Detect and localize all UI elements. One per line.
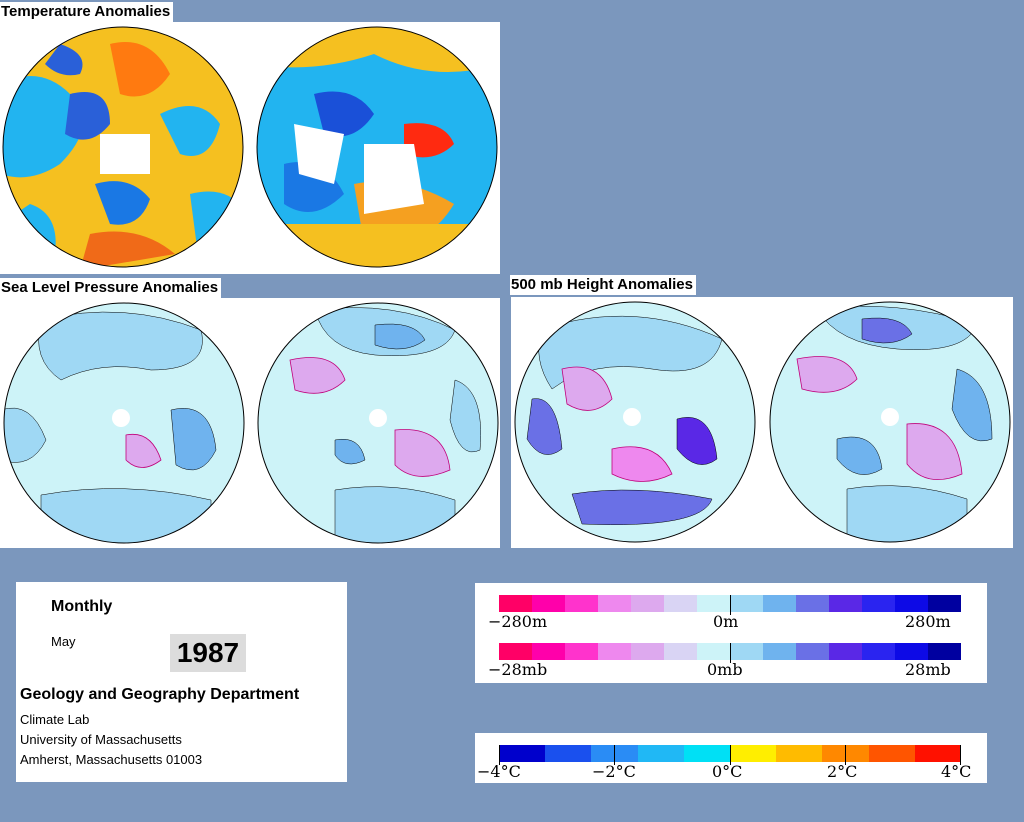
slp-nh-globe xyxy=(3,302,245,544)
colorbar-swatch xyxy=(565,643,598,660)
height-anomalies-title: 500 mb Height Anomalies xyxy=(510,275,696,295)
colorbar-swatch xyxy=(730,595,763,612)
pressure-min-label: −28mb xyxy=(488,660,548,679)
colorbar-swatch xyxy=(499,595,532,612)
temp-tick-5 xyxy=(960,745,961,765)
temp-label-3: 0°C xyxy=(712,762,743,781)
colorbar-swatch xyxy=(631,595,664,612)
height-zero-tick xyxy=(730,595,731,615)
month-label: May xyxy=(51,634,76,649)
temperature-legend: −4°C −2°C 0°C 2°C 4°C xyxy=(475,733,987,783)
pressure-max-label: 28mb xyxy=(905,660,951,679)
temp-tick-1 xyxy=(499,745,500,765)
colorbar-swatch xyxy=(829,595,862,612)
colorbar-swatch xyxy=(532,595,565,612)
colorbar-swatch xyxy=(796,643,829,660)
colorbar-swatch xyxy=(776,745,823,762)
colorbar-swatch xyxy=(664,643,697,660)
colorbar-swatch xyxy=(499,745,546,762)
colorbar-swatch xyxy=(565,595,598,612)
colorbar-swatch xyxy=(928,595,961,612)
temp-label-1: −4°C xyxy=(477,762,521,781)
height-max-label: 280m xyxy=(905,612,951,631)
colorbar-swatch xyxy=(763,595,796,612)
colorbar-swatch xyxy=(499,643,532,660)
temp-tick-2 xyxy=(614,745,615,765)
anomaly-legend: −280m 0m 280m −28mb 0mb 28mb xyxy=(475,583,987,683)
slp-panel xyxy=(0,298,500,548)
colorbar-swatch xyxy=(730,643,763,660)
pressure-zero-tick xyxy=(730,643,731,663)
height-min-label: −280m xyxy=(488,612,548,631)
colorbar-swatch xyxy=(598,643,631,660)
colorbar-swatch xyxy=(683,745,731,762)
lab-label: Climate Lab xyxy=(20,712,90,727)
colorbar-swatch xyxy=(763,643,796,660)
colorbar-swatch xyxy=(796,595,829,612)
colorbar-swatch xyxy=(928,643,961,660)
temperature-sh-globe xyxy=(256,26,498,268)
address-label: Amherst, Massachusetts 01003 xyxy=(20,752,203,767)
height-nh-globe xyxy=(514,301,756,543)
colorbar-swatch xyxy=(631,643,664,660)
colorbar-swatch xyxy=(829,643,862,660)
temp-tick-4 xyxy=(845,745,846,765)
colorbar-swatch xyxy=(895,595,928,612)
height-colorbar xyxy=(499,595,961,612)
colorbar-swatch xyxy=(730,745,777,762)
department-label: Geology and Geography Department xyxy=(20,686,300,703)
colorbar-swatch xyxy=(637,745,684,762)
colorbar-swatch xyxy=(914,745,962,762)
colorbar-swatch xyxy=(598,595,631,612)
temperature-nh-globe xyxy=(2,26,244,268)
temp-label-5: 4°C xyxy=(941,762,972,781)
info-box: Monthly May 1987 Geology and Geography D… xyxy=(16,582,347,782)
colorbar-swatch xyxy=(697,643,730,660)
slp-anomalies-title: Sea Level Pressure Anomalies xyxy=(0,278,222,298)
colorbar-swatch xyxy=(895,643,928,660)
height-sh-globe xyxy=(769,301,1011,543)
colorbar-swatch xyxy=(862,595,895,612)
temp-tick-3 xyxy=(730,745,731,765)
period-label: Monthly xyxy=(51,598,113,615)
year-label: 1987 xyxy=(170,634,246,672)
temp-label-4: 2°C xyxy=(827,762,858,781)
pressure-colorbar xyxy=(499,643,961,660)
height-panel xyxy=(511,297,1013,548)
colorbar-swatch xyxy=(862,643,895,660)
colorbar-swatch xyxy=(664,595,697,612)
height-mid-label: 0m xyxy=(713,612,739,631)
university-label: University of Massachusetts xyxy=(20,732,182,747)
temp-label-2: −2°C xyxy=(592,762,636,781)
colorbar-swatch xyxy=(697,595,730,612)
temperature-anomalies-title: Temperature Anomalies xyxy=(0,2,174,22)
pressure-mid-label: 0mb xyxy=(707,660,743,679)
colorbar-swatch xyxy=(532,643,565,660)
temperature-panel xyxy=(0,22,500,274)
colorbar-swatch xyxy=(545,745,592,762)
colorbar-swatch xyxy=(868,745,915,762)
slp-sh-globe xyxy=(257,302,499,544)
